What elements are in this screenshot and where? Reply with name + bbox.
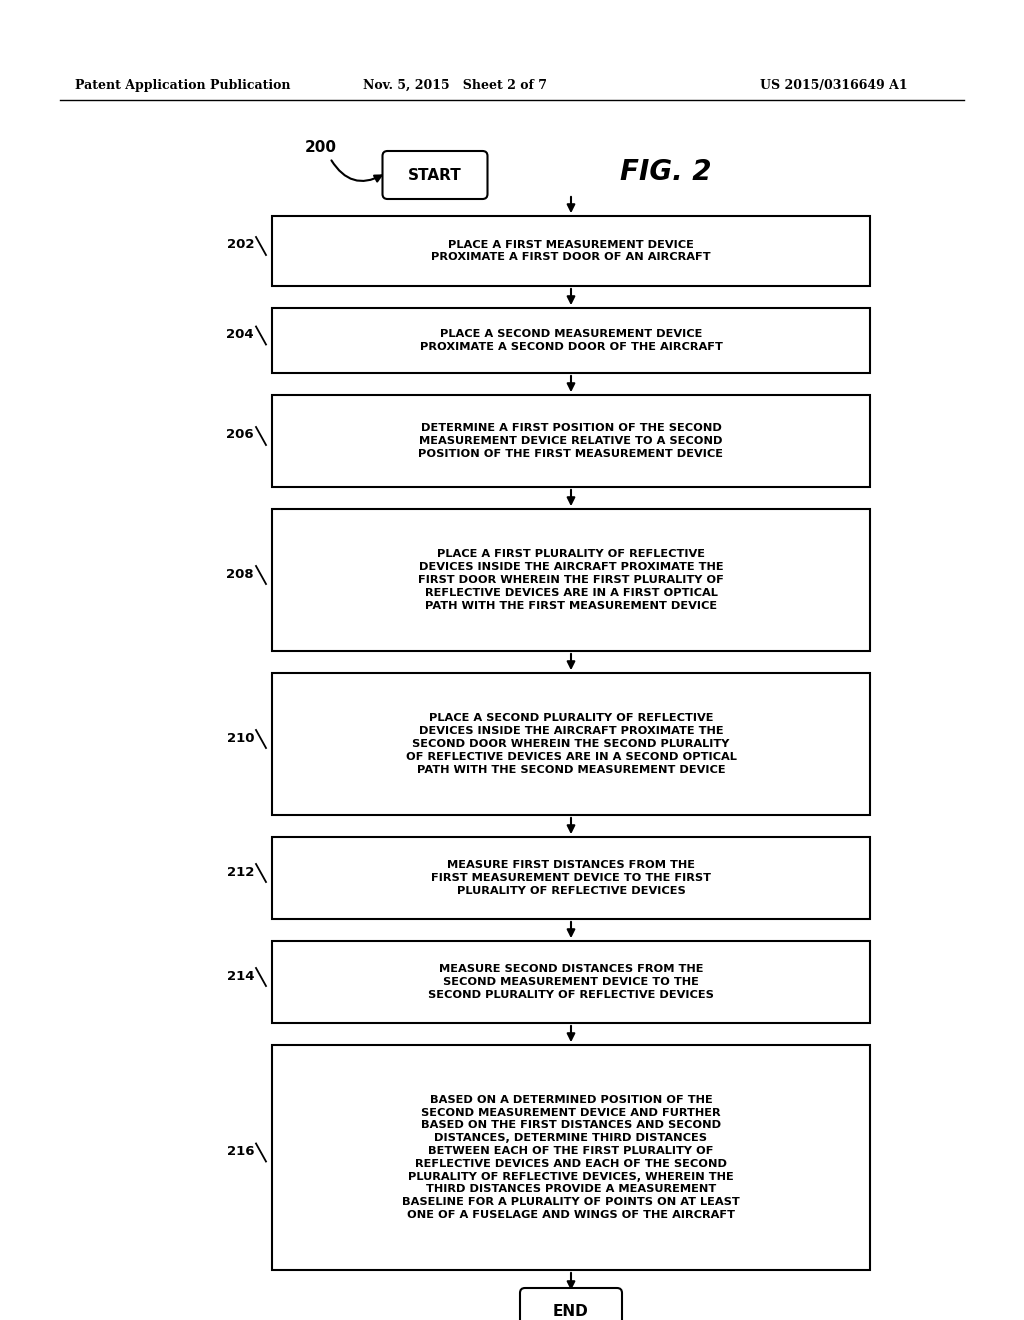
Text: MEASURE FIRST DISTANCES FROM THE
FIRST MEASUREMENT DEVICE TO THE FIRST
PLURALITY: MEASURE FIRST DISTANCES FROM THE FIRST M… (431, 861, 711, 896)
Text: Nov. 5, 2015   Sheet 2 of 7: Nov. 5, 2015 Sheet 2 of 7 (362, 78, 547, 91)
FancyBboxPatch shape (272, 941, 870, 1023)
Text: US 2015/0316649 A1: US 2015/0316649 A1 (760, 78, 907, 91)
Text: 202: 202 (226, 239, 254, 252)
Text: 204: 204 (226, 327, 254, 341)
Text: PLACE A SECOND PLURALITY OF REFLECTIVE
DEVICES INSIDE THE AIRCRAFT PROXIMATE THE: PLACE A SECOND PLURALITY OF REFLECTIVE D… (406, 713, 736, 775)
Text: DETERMINE A FIRST POSITION OF THE SECOND
MEASUREMENT DEVICE RELATIVE TO A SECOND: DETERMINE A FIRST POSITION OF THE SECOND… (419, 424, 724, 459)
FancyBboxPatch shape (272, 308, 870, 374)
Text: 210: 210 (226, 731, 254, 744)
Text: 212: 212 (226, 866, 254, 879)
FancyBboxPatch shape (520, 1288, 622, 1320)
Text: FIG. 2: FIG. 2 (620, 158, 712, 186)
Text: 208: 208 (226, 568, 254, 581)
FancyBboxPatch shape (272, 510, 870, 651)
Text: BASED ON A DETERMINED POSITION OF THE
SECOND MEASUREMENT DEVICE AND FURTHER
BASE: BASED ON A DETERMINED POSITION OF THE SE… (402, 1094, 740, 1220)
FancyBboxPatch shape (383, 150, 487, 199)
Text: 206: 206 (226, 429, 254, 441)
Text: PLACE A FIRST MEASUREMENT DEVICE
PROXIMATE A FIRST DOOR OF AN AIRCRAFT: PLACE A FIRST MEASUREMENT DEVICE PROXIMA… (431, 240, 711, 263)
Text: END: END (553, 1304, 589, 1320)
Text: PLACE A FIRST PLURALITY OF REFLECTIVE
DEVICES INSIDE THE AIRCRAFT PROXIMATE THE
: PLACE A FIRST PLURALITY OF REFLECTIVE DE… (418, 549, 724, 611)
FancyBboxPatch shape (272, 673, 870, 814)
Text: PLACE A SECOND MEASUREMENT DEVICE
PROXIMATE A SECOND DOOR OF THE AIRCRAFT: PLACE A SECOND MEASUREMENT DEVICE PROXIM… (420, 329, 723, 352)
Text: START: START (409, 168, 462, 182)
Text: 216: 216 (226, 1144, 254, 1158)
FancyBboxPatch shape (272, 837, 870, 919)
Text: Patent Application Publication: Patent Application Publication (75, 78, 291, 91)
FancyBboxPatch shape (272, 1045, 870, 1270)
Text: 200: 200 (305, 140, 337, 156)
Text: 214: 214 (226, 969, 254, 982)
FancyBboxPatch shape (272, 395, 870, 487)
Text: MEASURE SECOND DISTANCES FROM THE
SECOND MEASUREMENT DEVICE TO THE
SECOND PLURAL: MEASURE SECOND DISTANCES FROM THE SECOND… (428, 964, 714, 999)
FancyBboxPatch shape (272, 216, 870, 286)
